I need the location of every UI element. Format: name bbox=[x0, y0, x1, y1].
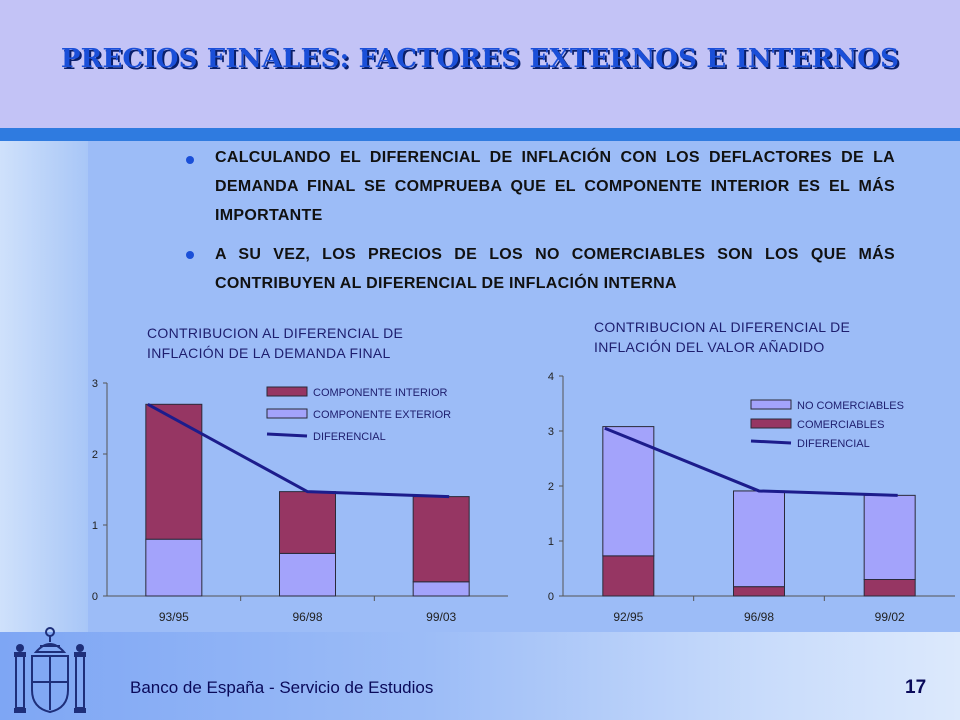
y-tick-label: 2 bbox=[92, 449, 98, 461]
legend-label: DIFERENCIAL bbox=[797, 438, 870, 450]
x-tick-label: 96/98 bbox=[744, 610, 774, 624]
diferencial-line bbox=[604, 426, 898, 497]
bar-segment bbox=[602, 555, 655, 597]
y-tick-label: 2 bbox=[548, 481, 554, 493]
page-number: 17 bbox=[905, 677, 927, 698]
bar-segment bbox=[602, 426, 655, 557]
legend-swatch bbox=[750, 399, 792, 410]
x-tick-label: 99/02 bbox=[875, 610, 905, 624]
bar-segment bbox=[145, 538, 203, 597]
legend-swatch bbox=[750, 418, 792, 429]
left-strip bbox=[0, 141, 88, 632]
x-tick-label: 96/98 bbox=[292, 610, 322, 624]
diferencial-line bbox=[147, 402, 450, 499]
x-tick-label: 93/95 bbox=[159, 610, 189, 624]
bullet-dot-icon bbox=[186, 156, 194, 164]
bullet-dot-icon bbox=[186, 251, 194, 259]
legend-line-swatch bbox=[266, 432, 308, 438]
y-tick-label: 0 bbox=[548, 591, 554, 603]
y-tick-label: 1 bbox=[548, 536, 554, 548]
bullet-text: CALCULANDO EL DIFERENCIAL DE INFLACIÓN C… bbox=[215, 149, 895, 224]
bar-segment bbox=[412, 496, 470, 583]
bar-segment bbox=[733, 490, 785, 588]
legend-label: COMPONENTE INTERIOR bbox=[313, 387, 448, 399]
title-rule bbox=[0, 128, 960, 141]
bar-segment bbox=[279, 552, 336, 597]
bar-segment bbox=[863, 494, 916, 581]
legend-label: COMERCIABLES bbox=[797, 419, 884, 431]
bar-segment bbox=[412, 581, 470, 597]
coat-of-arms-logo bbox=[14, 627, 86, 714]
y-tick-label: 3 bbox=[548, 426, 554, 438]
content-panel bbox=[88, 141, 960, 632]
legend-label: NO COMERCIABLES bbox=[797, 400, 904, 412]
bullet-text: A SU VEZ, LOS PRECIOS DE LOS NO COMERCIA… bbox=[215, 246, 895, 292]
legend-swatch bbox=[266, 408, 308, 419]
bar-segment bbox=[145, 403, 203, 540]
x-tick-label: 99/03 bbox=[426, 610, 456, 624]
legend-label: COMPONENTE EXTERIOR bbox=[313, 409, 451, 421]
chart-1-title: CONTRIBUCION AL DIFERENCIAL DE INFLACIÓN… bbox=[147, 325, 404, 361]
footer-text: Banco de España - Servicio de Estudios bbox=[130, 678, 434, 697]
bar-segment bbox=[279, 491, 336, 554]
bar-segment bbox=[733, 586, 785, 597]
legend-swatch bbox=[266, 386, 308, 397]
x-tick-label: 92/95 bbox=[613, 610, 643, 624]
legend-line-swatch bbox=[750, 439, 792, 445]
y-tick-label: 3 bbox=[92, 378, 98, 390]
y-tick-label: 0 bbox=[92, 591, 98, 603]
title-banner bbox=[0, 0, 960, 128]
y-tick-label: 1 bbox=[92, 520, 98, 532]
bar-segment bbox=[863, 579, 916, 597]
y-tick-label: 4 bbox=[548, 371, 554, 383]
legend-label: DIFERENCIAL bbox=[313, 431, 386, 443]
chart-2-title: CONTRIBUCION AL DIFERENCIAL DE INFLACIÓN… bbox=[594, 319, 851, 355]
slide-title: PRECIOS FINALES: FACTORES EXTERNOS E INT… bbox=[60, 44, 900, 74]
